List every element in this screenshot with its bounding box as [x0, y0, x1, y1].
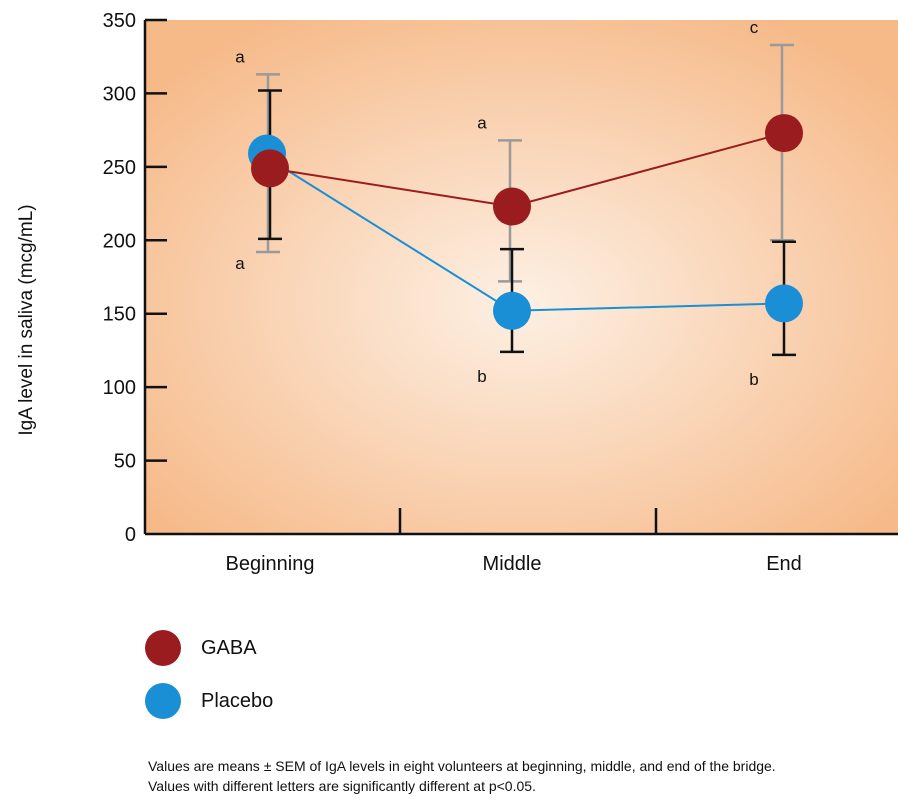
x-tick-label: End [766, 553, 802, 575]
series-points [248, 114, 803, 330]
y-tick-label: 150 [103, 304, 136, 326]
legend-swatch-gaba [145, 630, 181, 666]
legend-label-placebo: Placebo [201, 689, 274, 712]
y-tick-label: 100 [103, 377, 136, 399]
footnote: Values are means ± SEM of IgA levels in … [148, 756, 893, 796]
gaba-significance-letter: a [477, 113, 487, 132]
x-tick-label: Middle [483, 553, 542, 575]
legend-item-gaba: GABA [145, 628, 273, 668]
footnote-line-1: Values are means ± SEM of IgA levels in … [148, 758, 776, 774]
placebo-significance-letter: a [235, 254, 245, 273]
gaba-significance-letter: a [235, 47, 245, 66]
axes [143, 20, 898, 536]
legend: GABA Placebo [145, 628, 273, 734]
gaba-point [765, 114, 803, 153]
y-tick-label: 250 [103, 157, 136, 179]
footnote-line-2: Values with different letters are signif… [148, 778, 536, 794]
placebo-point [493, 291, 531, 330]
y-tick-label: 350 [103, 10, 136, 32]
legend-swatch-placebo [145, 683, 181, 719]
y-tick-label: 200 [103, 230, 136, 252]
significance-letters: a a c a b b [235, 18, 758, 389]
y-ticks: 0 50 100 150 200 250 300 350 [103, 10, 167, 546]
placebo-significance-letter: b [477, 367, 486, 386]
legend-label-gaba: GABA [201, 636, 257, 659]
gaba-significance-letter: c [750, 18, 759, 37]
x-ticks: Beginning Middle End [226, 508, 802, 575]
gaba-point [493, 187, 531, 226]
y-tick-label: 300 [103, 83, 136, 105]
x-tick-label: Beginning [226, 553, 315, 575]
chart: 0 50 100 150 200 250 300 350 Beginning Middle End… [16, 10, 898, 575]
y-tick-label: 0 [125, 524, 136, 546]
y-tick-label: 50 [114, 451, 136, 473]
legend-item-placebo: Placebo [145, 681, 273, 721]
gaba-point [251, 149, 289, 188]
y-axis-label: IgA level in saliva (mcg/mL) [16, 204, 37, 435]
placebo-significance-letter: b [749, 370, 758, 389]
placebo-point [765, 284, 803, 323]
